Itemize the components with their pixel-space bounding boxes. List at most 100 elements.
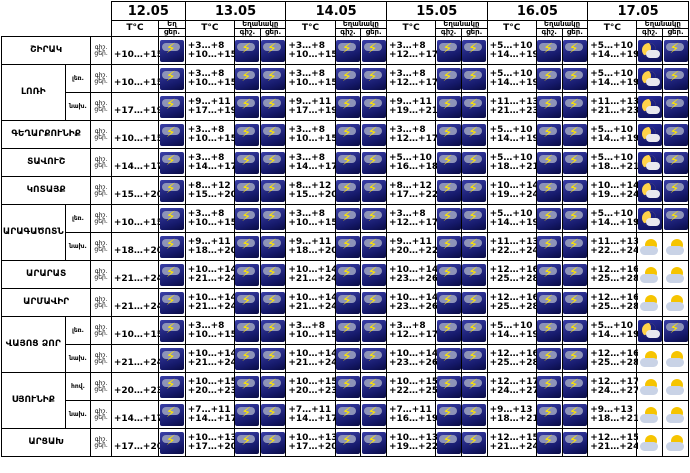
day-temp: +12…+17 [388, 329, 439, 340]
night-label: գիշ. [94, 127, 108, 135]
weather-cell [662, 148, 689, 177]
night-temp: +3…+8 [288, 208, 325, 219]
weather-cell [259, 232, 287, 261]
thunderstorm-icon [361, 207, 386, 230]
thunderstorm-icon [537, 179, 562, 202]
temperature-cell: +5…+10 +14…+19 [587, 316, 639, 345]
temperature-cell: +21…+24 [110, 288, 163, 317]
weather-cell [662, 400, 689, 429]
night-temp: +10…+15 [187, 376, 237, 387]
subregion-label: նախ. [64, 92, 92, 121]
thunderstorm-icon [235, 207, 260, 230]
thunderstorm-icon [436, 375, 461, 398]
thunderstorm-icon [361, 235, 386, 258]
day-temp: +17…+20 [187, 441, 237, 452]
night-temp: +10…+14 [187, 292, 237, 303]
weather-cell [259, 344, 287, 373]
day-temp: +10…+15 [288, 77, 338, 88]
temperature-cell: +12…+17 +24…+27 [587, 372, 639, 401]
weather-cell [535, 372, 563, 401]
day-temp: +14…+17 [113, 161, 163, 172]
night-temp: +11…+13 [590, 236, 640, 247]
day-label: ցեր. [94, 217, 108, 225]
thunderstorm-icon [436, 151, 461, 174]
day-temp: +25…+28 [489, 357, 539, 368]
temp-column-header: T°C [385, 20, 437, 37]
day-temp: +16…+18 [388, 161, 439, 172]
night-temp: +10…+14 [187, 348, 237, 359]
thunderstorm-icon [537, 151, 562, 174]
night-temp: +9…+11 [187, 96, 231, 107]
weather-cell [435, 428, 462, 457]
time-of-day-label: գիշ. ցեր. [90, 344, 112, 373]
day-temp: +12…+17 [388, 217, 439, 228]
weather-cell [460, 372, 488, 401]
temperature-cell: +10…+15 +20…+23 [184, 372, 237, 401]
day-temp: +21…+24 [288, 273, 338, 284]
day-temp: +23…+26 [388, 357, 439, 368]
temperature-cell: +10…+14 +23…+26 [385, 288, 438, 317]
temperature-cell: +3…+8 +10…+15 [285, 36, 338, 65]
thunderstorm-icon [261, 67, 286, 90]
night-temp: +12…+17 [489, 376, 539, 387]
night-temp: +8…+12 [187, 180, 231, 191]
weather-cell [360, 288, 387, 317]
weather-cell [636, 400, 664, 429]
day-temp: +20…+23 [187, 385, 237, 396]
weather-cell [561, 372, 589, 401]
night-temp: +12…+16 [590, 264, 640, 275]
weather-cell [234, 204, 261, 233]
sun-cloud-icon [637, 375, 662, 398]
temperature-cell: +10…+13 +17…+20 [285, 428, 338, 457]
night-temp: +9…+11 [388, 236, 432, 247]
weather-cell [636, 64, 664, 93]
weather-cell [360, 120, 387, 149]
day-temp: +18…+21 [489, 161, 539, 172]
time-of-day-label: գիշ. ցեր. [90, 176, 112, 205]
thunderstorm-icon [261, 179, 286, 202]
day-label: ցեր. [94, 133, 108, 141]
thunderstorm-icon [361, 375, 386, 398]
thunderstorm-icon [436, 67, 461, 90]
thunderstorm-icon [562, 403, 587, 426]
night-temp: +3…+8 [288, 40, 325, 51]
thunderstorm-icon [537, 403, 562, 426]
weather-cell [360, 36, 387, 65]
day-temp: +10…+15 [288, 217, 338, 228]
night-temp: +5…+10 [489, 68, 533, 79]
temp-column-header: T°C [486, 20, 537, 37]
weather-cell [334, 260, 362, 289]
temperature-cell: +3…+8 +14…+17 [285, 148, 338, 177]
weather-forecast-table: 12.05 13.05 14.05 15.05 16.05 17.05 T°C Եղ T°C Եղ… [0, 1, 689, 457]
day-column-header: ցեր. [561, 28, 589, 37]
day-temp: +19…+21 [388, 105, 439, 116]
thunderstorm-icon [562, 39, 587, 62]
weather-cell [435, 64, 462, 93]
thunderstorm-icon [335, 403, 360, 426]
thunderstorm-icon [663, 67, 688, 90]
temperature-cell: +3…+8 +12…+17 [385, 36, 438, 65]
thunderstorm-icon [462, 179, 487, 202]
thunderstorm-icon [436, 95, 461, 118]
thunderstorm-icon [261, 39, 286, 62]
weather-cell [535, 344, 563, 373]
weather-cell [460, 400, 488, 429]
day-temp: +12…+17 [388, 133, 439, 144]
thunderstorm-icon [537, 95, 562, 118]
day-temp: +19…+22 [388, 441, 439, 452]
weather-cell [334, 372, 362, 401]
weather-cell [662, 260, 689, 289]
day-temp: +14…+17 [288, 413, 338, 424]
day-temp: +21…+24 [113, 273, 163, 284]
temperature-cell: +9…+13 +18…+21 [587, 400, 639, 429]
moon-cloud-icon [637, 67, 662, 90]
day-label: ցեր. [94, 77, 108, 85]
weather-cell [636, 204, 664, 233]
temperature-cell: +3…+8 +10…+15 [184, 316, 237, 345]
day-label: ցեր. [94, 105, 108, 113]
night-temp: +10…+14 [288, 264, 338, 275]
thunderstorm-icon [361, 431, 386, 454]
region-name: ՎԱՅՈՑ ՁՈՐ [1, 316, 66, 373]
temperature-cell: +10…+14 +21…+24 [285, 344, 338, 373]
thunderstorm-icon [261, 431, 286, 454]
